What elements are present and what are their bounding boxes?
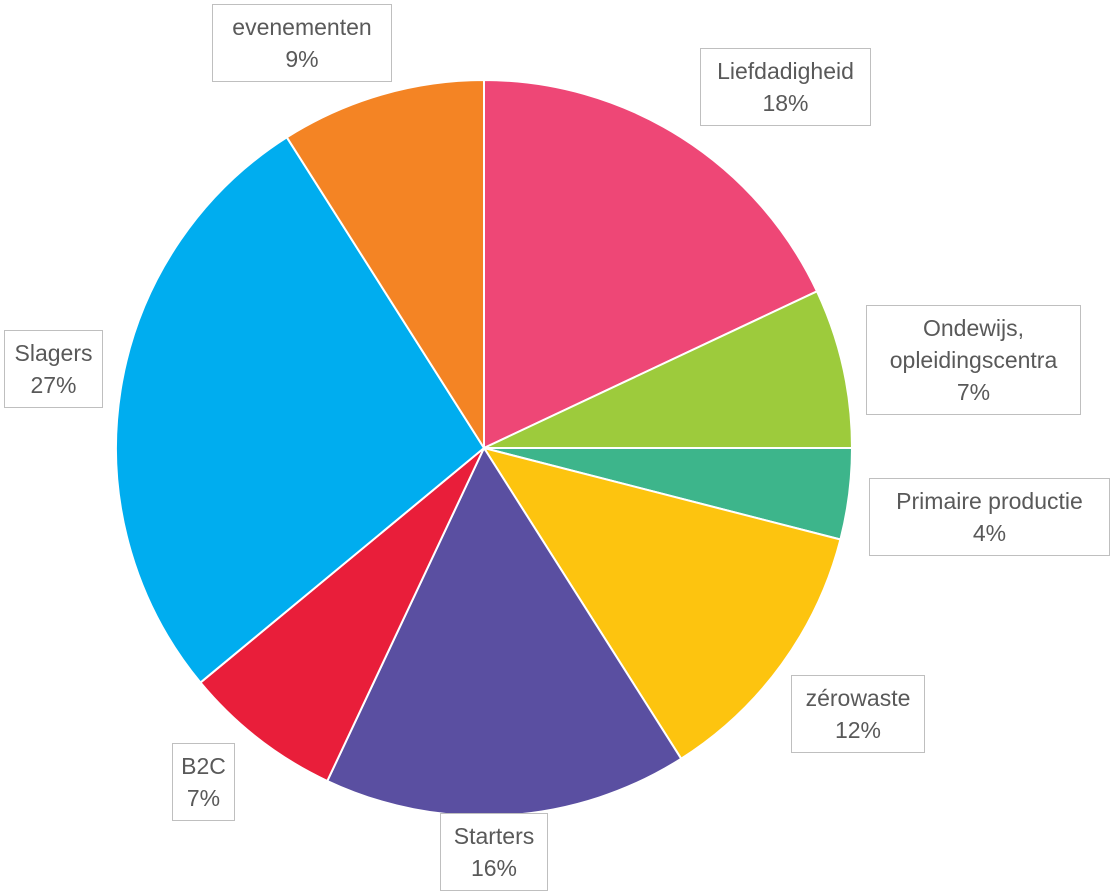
- pie-slice: [483, 78, 819, 450]
- label-value: 18%: [762, 90, 809, 116]
- data-label: Ondewijs, opleidingscentra 7%: [866, 305, 1081, 415]
- label-value: 16%: [470, 855, 518, 881]
- pie-slice: [481, 446, 842, 761]
- label-name: Liefdadigheid: [717, 58, 854, 84]
- label-value: 7%: [956, 379, 991, 405]
- data-label: evenementen 9%: [212, 4, 392, 82]
- label-name: Slagers: [14, 340, 93, 366]
- data-label: Primaire productie 4%: [869, 478, 1110, 556]
- pie-slice: [199, 447, 485, 783]
- label-value: 27%: [30, 372, 77, 398]
- label-name: Ondewijs, opleidingscentra: [889, 315, 1058, 373]
- pie-slice: [483, 289, 854, 449]
- label-value: 4%: [972, 520, 1007, 546]
- data-label: Slagers 27%: [4, 330, 103, 408]
- label-value: 9%: [285, 46, 319, 72]
- label-value: 7%: [186, 785, 221, 811]
- label-value: 12%: [834, 717, 882, 743]
- label-name: zérowaste: [805, 685, 911, 711]
- label-name: B2C: [181, 753, 226, 779]
- data-label: Liefdadigheid 18%: [700, 48, 871, 126]
- label-name: Primaire productie: [896, 488, 1083, 514]
- label-name: Starters: [453, 823, 535, 849]
- data-label: zérowaste 12%: [791, 675, 925, 753]
- label-name: evenementen: [232, 14, 372, 40]
- data-label: B2C 7%: [172, 743, 235, 821]
- data-label: Starters 16%: [440, 813, 548, 891]
- pie-slice: [285, 78, 485, 452]
- pie-slice: [115, 135, 486, 684]
